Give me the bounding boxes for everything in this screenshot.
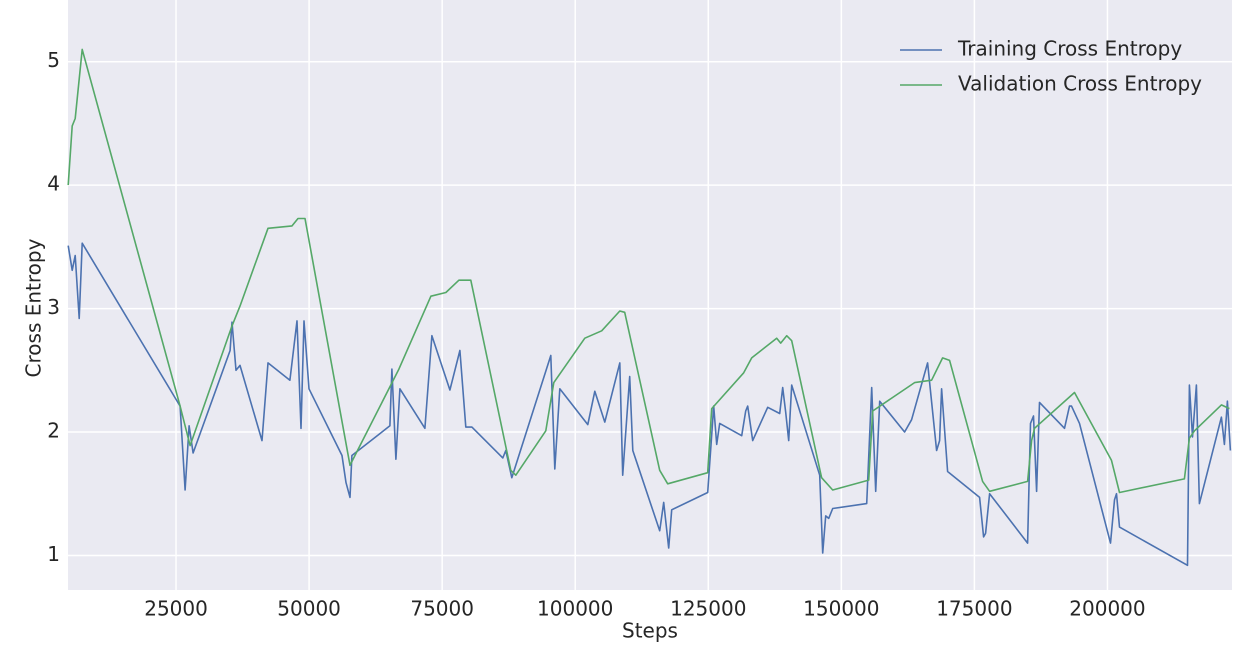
y-tick-label: 4	[47, 172, 60, 196]
x-tick-label: 100000	[537, 597, 613, 621]
y-tick-label: 5	[47, 48, 60, 72]
x-tick-label: 75000	[410, 597, 474, 621]
y-tick-label: 3	[47, 295, 60, 319]
plot-area	[68, 0, 1232, 590]
x-tick-label: 125000	[670, 597, 746, 621]
x-tick-label: 25000	[144, 597, 208, 621]
data-line	[67, 48, 1230, 494]
data-line	[67, 242, 1232, 567]
legend-label: Validation Cross Entropy	[958, 72, 1202, 96]
y-axis-label: Cross Entropy	[22, 238, 46, 377]
legend-label: Training Cross Entropy	[957, 37, 1182, 61]
x-axis-label: Steps	[622, 619, 678, 643]
x-tick-label: 175000	[936, 597, 1012, 621]
x-tick-label: 50000	[277, 597, 341, 621]
x-tick-label: 200000	[1069, 597, 1145, 621]
x-tick-label: 150000	[803, 597, 879, 621]
y-tick-label: 1	[47, 542, 60, 566]
y-tick-label: 2	[47, 419, 60, 443]
